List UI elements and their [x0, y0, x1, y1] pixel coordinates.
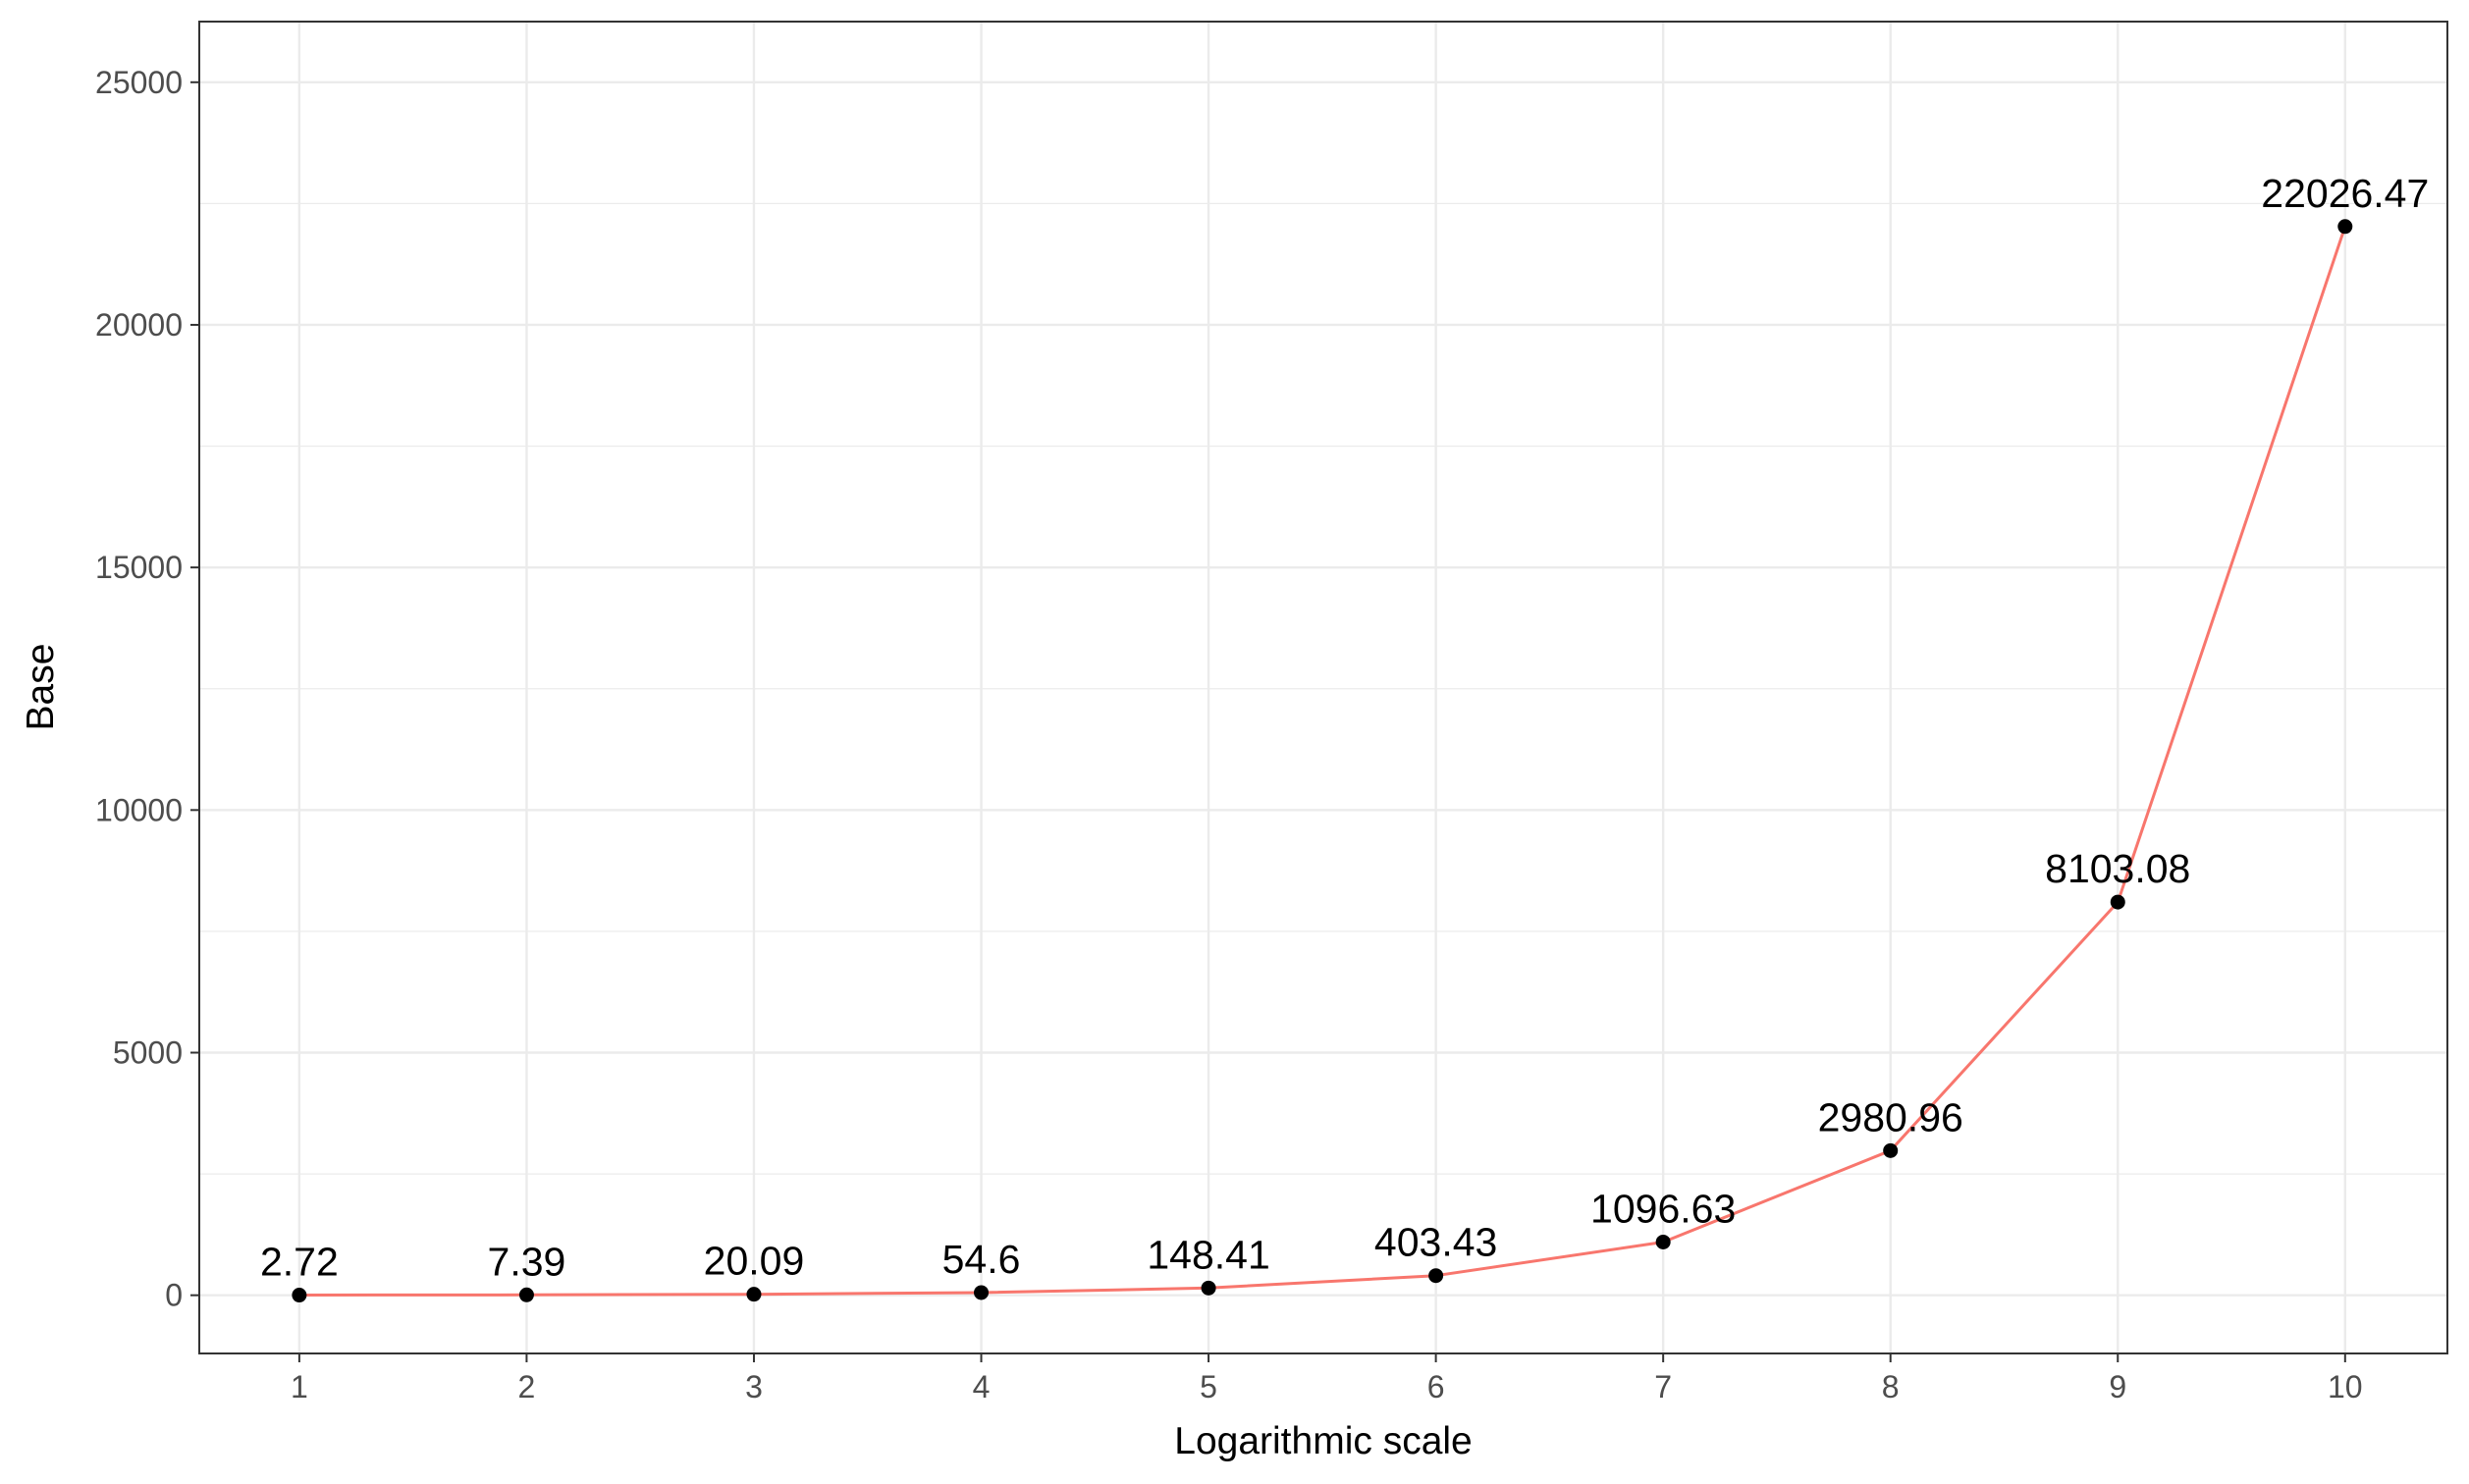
x-tick-label: 6 [1427, 1369, 1445, 1404]
data-point [2337, 219, 2353, 235]
y-tick-label: 15000 [95, 550, 183, 585]
data-point [974, 1285, 990, 1300]
x-tick-label: 1 [291, 1369, 308, 1404]
points-layer [292, 219, 2353, 1303]
data-point [1201, 1280, 1216, 1296]
minor-gridlines [199, 202, 2447, 1175]
x-axis-title: Logarithmic scale [1174, 1420, 1472, 1462]
data-point [1428, 1268, 1444, 1284]
x-tick-label: 9 [2109, 1369, 2126, 1404]
x-tick-label: 4 [973, 1369, 991, 1404]
x-tick-label: 10 [2328, 1369, 2363, 1404]
x-tick-label: 5 [1200, 1369, 1217, 1404]
data-label: 148.41 [1147, 1232, 1269, 1277]
major-gridlines [199, 22, 2447, 1353]
data-point [518, 1287, 534, 1302]
y-tick-label: 20000 [95, 307, 183, 343]
data-label: 22026.47 [2261, 171, 2429, 216]
x-tick-label: 3 [745, 1369, 763, 1404]
data-label: 8103.08 [2045, 846, 2190, 891]
y-tick-label: 5000 [113, 1035, 183, 1071]
y-tick-label: 0 [165, 1278, 183, 1313]
data-label: 20.09 [704, 1239, 805, 1284]
data-label: 54.6 [942, 1237, 1021, 1282]
x-tick-label: 8 [1882, 1369, 1900, 1404]
data-point [1655, 1234, 1671, 1249]
data-point [292, 1288, 307, 1303]
x-tick-label: 7 [1654, 1369, 1672, 1404]
data-labels-layer: 2.72 7.39 20.09 54.6 148.41 403.43 1096.63 2980… [260, 171, 2429, 1285]
x-tick-label: 2 [518, 1369, 536, 1404]
data-label: 2980.96 [1818, 1094, 1963, 1140]
data-point [2110, 894, 2125, 910]
y-tick-label: 25000 [95, 65, 183, 100]
data-point [746, 1287, 762, 1302]
y-tick-label: 10000 [95, 792, 183, 827]
data-label: 7.39 [488, 1239, 566, 1284]
series-layer [298, 226, 2347, 1297]
data-label: 1096.63 [1590, 1186, 1736, 1231]
data-label: 2.72 [260, 1240, 339, 1285]
y-axis-title: Base [20, 644, 62, 731]
series-line [298, 226, 2347, 1297]
y-axis: 0 5000 10000 15000 20000 25000 [95, 65, 199, 1313]
data-label: 403.43 [1374, 1220, 1497, 1265]
panel-border [198, 21, 2448, 1354]
data-point [1883, 1142, 1899, 1158]
x-axis: 1 2 3 4 5 6 7 8 9 10 [291, 1353, 2363, 1404]
